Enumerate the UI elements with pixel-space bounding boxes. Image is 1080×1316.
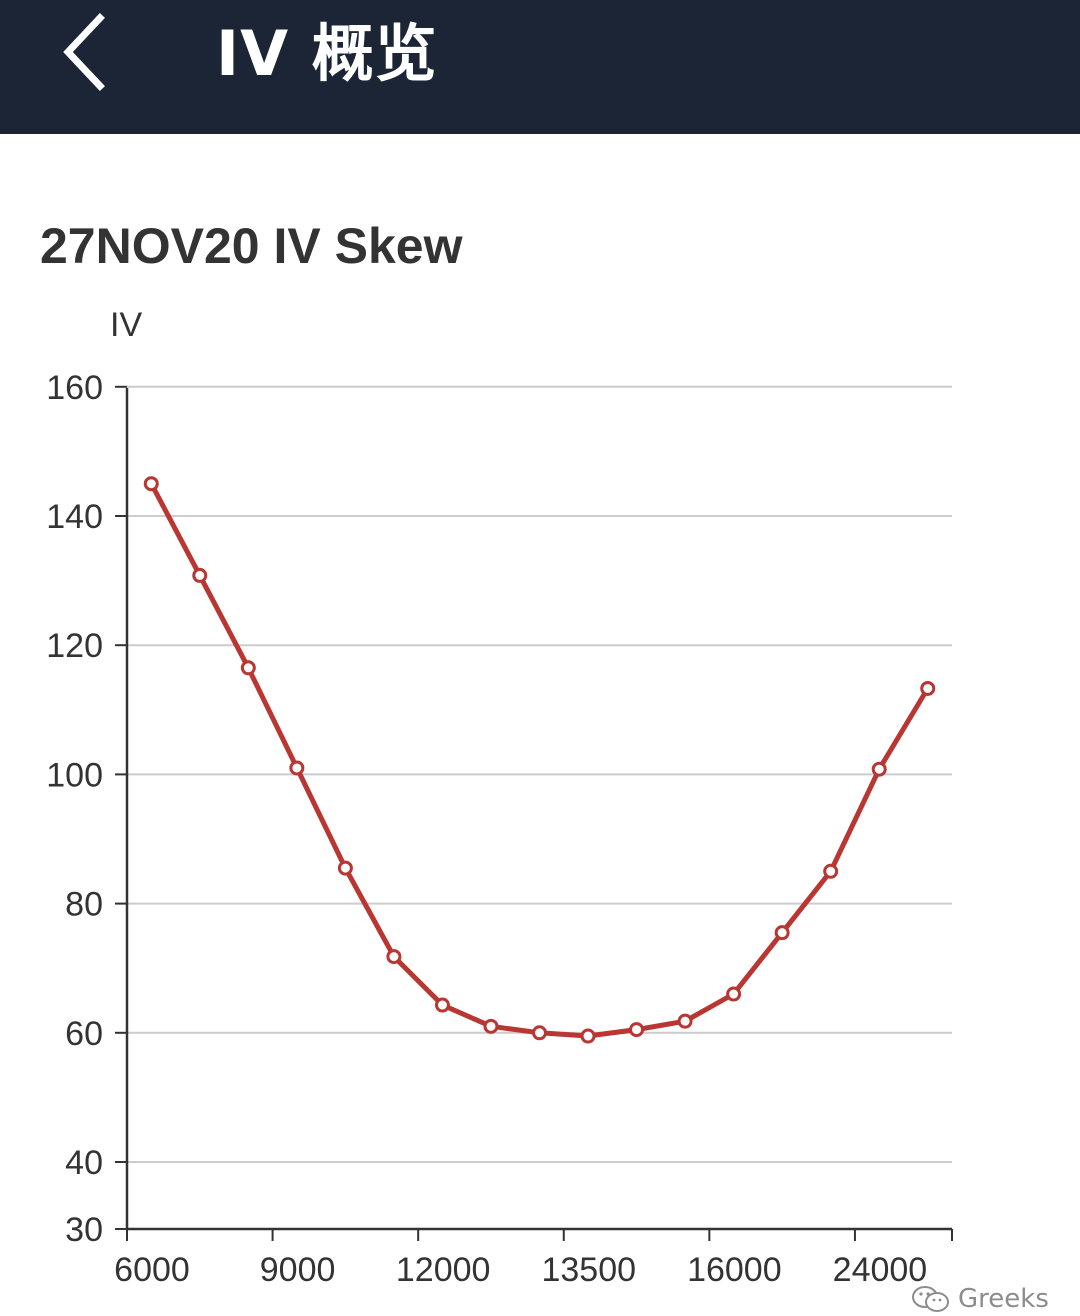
data-point[interactable] — [871, 761, 887, 777]
data-point[interactable] — [143, 476, 159, 492]
grid-lines — [127, 385, 952, 1163]
y-tick-label: 40 — [65, 1144, 103, 1182]
chart-title: 27NOV20 IV Skew — [40, 218, 463, 274]
y-tick-label: 60 — [65, 1015, 103, 1053]
y-tick-label: 100 — [46, 756, 103, 794]
y-tick-label: 80 — [65, 886, 103, 924]
app-header: IV 概览 — [0, 0, 1080, 134]
watermark-text: Greeks — [958, 1284, 1049, 1314]
axes — [115, 385, 953, 1241]
y-tick-label: 160 — [46, 369, 103, 407]
wechat-icon — [912, 1286, 949, 1312]
x-tick-label: 13500 — [541, 1251, 636, 1289]
x-tick-labels: 6000 9000 12000 13500 16000 24000 — [114, 1251, 927, 1289]
x-tick-label: 6000 — [114, 1251, 190, 1289]
x-tick-label: 9000 — [260, 1251, 336, 1289]
y-axis-label: IV — [110, 306, 142, 344]
data-point[interactable] — [774, 925, 790, 941]
y-tick-label: 140 — [46, 498, 103, 536]
data-point[interactable] — [434, 997, 450, 1013]
x-tick-label: 24000 — [833, 1251, 928, 1289]
page-title: IV 概览 — [216, 17, 438, 90]
series-line — [149, 482, 930, 1039]
data-point[interactable] — [483, 1018, 499, 1034]
watermark: Greeks — [910, 1284, 1049, 1314]
data-point[interactable] — [629, 1022, 645, 1038]
iv-skew-chart: IV 30 40 60 80 100 120 140 160 6000 9000 12000 135… — [46, 306, 953, 1289]
data-point[interactable] — [677, 1013, 693, 1029]
y-tick-label: 30 — [65, 1211, 103, 1249]
data-point[interactable] — [920, 680, 936, 696]
data-point[interactable] — [240, 660, 256, 676]
y-tick-labels: 30 40 60 80 100 120 140 160 — [46, 369, 103, 1249]
data-point[interactable] — [532, 1025, 547, 1041]
x-tick-label: 16000 — [687, 1251, 782, 1289]
data-point[interactable] — [192, 567, 208, 583]
series-iv — [143, 476, 936, 1044]
y-tick-label: 120 — [46, 627, 103, 665]
chevron-left-icon[interactable] — [56, 12, 118, 92]
data-point[interactable] — [580, 1028, 596, 1044]
data-point[interactable] — [337, 860, 353, 876]
x-tick-label: 12000 — [396, 1251, 491, 1289]
data-point[interactable] — [386, 949, 402, 965]
data-point[interactable] — [823, 863, 839, 879]
data-point[interactable] — [726, 986, 742, 1002]
data-point[interactable] — [289, 760, 305, 776]
